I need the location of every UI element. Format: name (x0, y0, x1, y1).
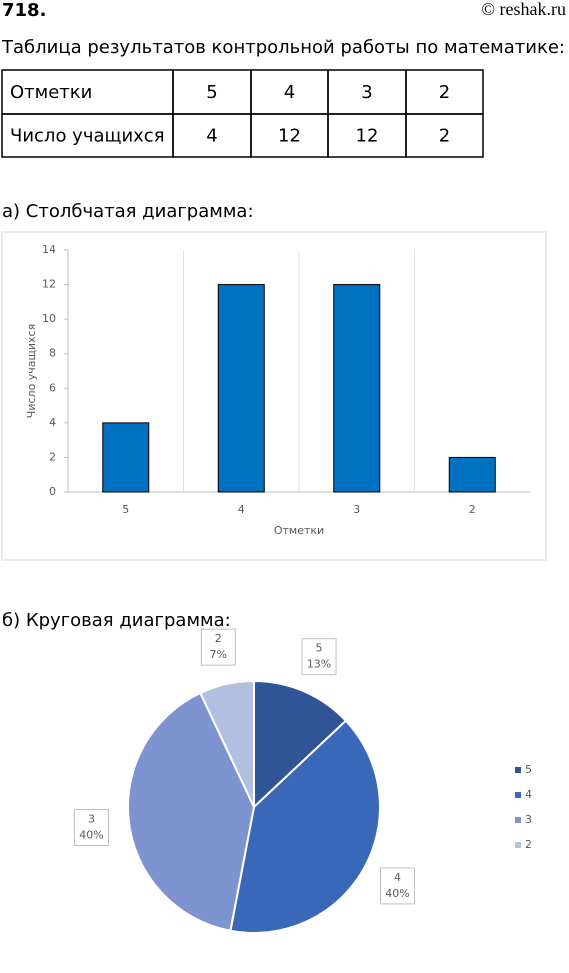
cell-text: 2 (439, 126, 450, 147)
table-cell (405, 113, 484, 158)
y-tick-label: 6 (49, 381, 56, 394)
x-tick-label: 2 (469, 503, 476, 516)
pie-slice (199, 679, 255, 808)
pie-slice (127, 691, 256, 932)
y-tick-label: 0 (49, 485, 56, 498)
bar (102, 422, 150, 493)
data-label-box (301, 638, 337, 676)
legend-label: 3 (525, 813, 532, 826)
bar (217, 284, 265, 493)
task-number: 718. (2, 0, 46, 21)
cell-text: Отметки (10, 82, 92, 103)
y-tick-label: 14 (42, 243, 56, 256)
x-axis-label: Отметки (274, 524, 324, 537)
data-label-category: 3 (88, 813, 95, 826)
cell-text: 12 (356, 126, 379, 147)
cell-text: 3 (361, 82, 372, 103)
cell-text: 12 (278, 126, 301, 147)
chart-frame (1, 231, 547, 561)
legend-label: 4 (525, 788, 532, 801)
data-label-category: 4 (394, 871, 401, 884)
legend-label: 2 (525, 838, 532, 851)
data-label-category: 5 (316, 642, 323, 655)
pie-slice (253, 679, 348, 810)
data-label-box (200, 628, 236, 666)
cell-text: 4 (206, 126, 217, 147)
x-tick-label: 4 (238, 503, 245, 516)
y-tick-label: 12 (42, 278, 56, 291)
data-label-value: 40% (79, 829, 103, 842)
data-label-box (73, 809, 109, 847)
y-tick-label: 8 (49, 347, 56, 360)
legend-marker (515, 817, 521, 823)
x-tick-label: 5 (122, 503, 129, 516)
data-label-value: 40% (385, 887, 409, 900)
cell-text: 5 (206, 82, 217, 103)
cell-text: 4 (284, 82, 295, 103)
y-tick-label: 10 (42, 312, 56, 325)
section-title: а) Столбчатая диаграмма: (2, 201, 254, 222)
data-label-value: 7% (210, 648, 227, 661)
legend-marker (515, 792, 521, 798)
y-tick-label: 4 (49, 416, 56, 429)
x-tick-label: 3 (353, 503, 360, 516)
cell-text: Число учащихся (10, 126, 165, 147)
bar (333, 284, 381, 493)
legend-marker (515, 842, 521, 848)
section-title: б) Круговая диаграмма: (2, 610, 231, 631)
bar (448, 456, 496, 493)
legend-marker (515, 767, 521, 773)
cell-text: 2 (439, 82, 450, 103)
pie-slice (229, 719, 381, 934)
y-tick-label: 2 (49, 450, 56, 463)
source: © reshak.ru (481, 0, 566, 19)
legend-label: 5 (525, 763, 532, 776)
data-label-category: 2 (215, 632, 222, 645)
y-axis-label: Число учащихся (25, 324, 38, 418)
data-label-value: 13% (307, 658, 331, 671)
doc-title: Таблица результатов контрольной работы п… (1, 37, 565, 58)
table: Отметки 5 4 3 2 Число учащихся 4 12 12 2 (1, 69, 484, 158)
data-label-box (380, 867, 416, 905)
